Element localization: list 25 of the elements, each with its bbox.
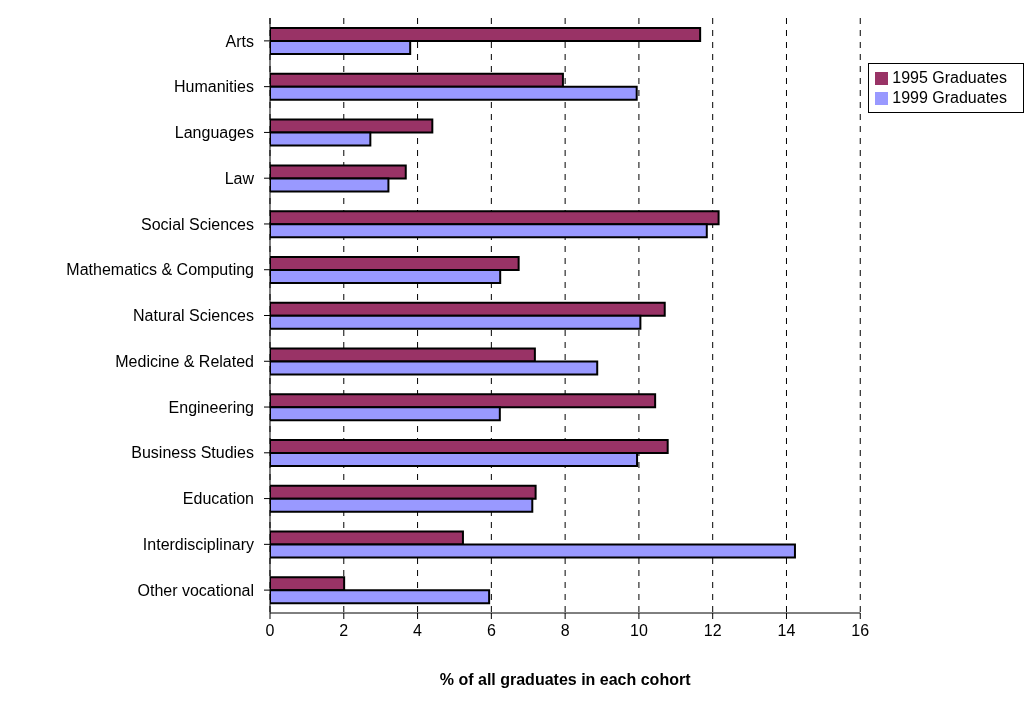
y-tick-label: Humanities: [173, 78, 254, 96]
x-tick-label: 12: [703, 622, 722, 640]
y-tick-label: Interdisciplinary: [142, 536, 254, 554]
x-tick-label: 14: [777, 622, 796, 640]
y-tick-label: Languages: [174, 124, 254, 142]
x-tick-label: 2: [339, 622, 349, 640]
y-tick-label: Social Sciences: [141, 215, 254, 233]
x-tick-label: 6: [486, 622, 496, 640]
y-tick-label: Education: [182, 490, 254, 508]
x-tick-label: 0: [265, 622, 275, 640]
x-axis-title: % of all graduates in each cohort: [439, 671, 692, 688]
x-tick-label: 8: [560, 622, 570, 640]
x-tick-label: 16: [851, 622, 870, 640]
x-tick-label: 10: [630, 622, 648, 640]
x-tick-label: 4: [413, 622, 423, 640]
y-tick-label: Medicine & Related: [115, 352, 254, 370]
y-tick-label: Other vocational: [137, 581, 254, 599]
y-tick-label: Natural Sciences: [133, 307, 254, 325]
legend-label: 1999 Graduates: [892, 89, 1007, 106]
y-tick-label: Mathematics & Computing: [66, 261, 254, 279]
y-tick-label: Business Studies: [131, 444, 254, 462]
y-tick-label: Law: [224, 169, 255, 187]
y-tick-label: Arts: [225, 32, 254, 50]
legend-label: 1995 Graduates: [892, 69, 1007, 86]
y-tick-label: Engineering: [168, 398, 254, 416]
